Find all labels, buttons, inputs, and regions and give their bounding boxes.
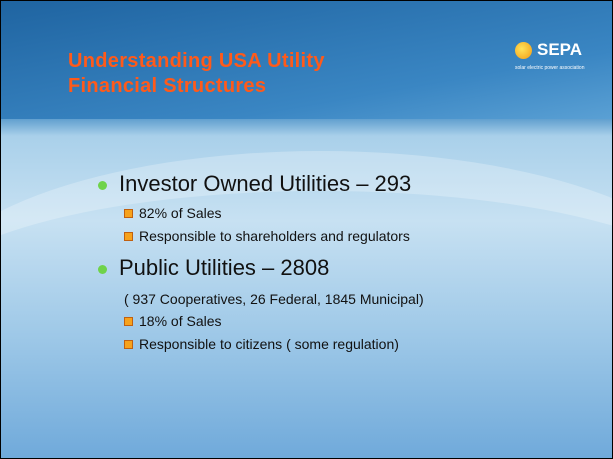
title-line: Financial Structures — [68, 75, 267, 97]
title-line: Understanding USA Utility — [68, 50, 325, 72]
bullet-dot — [98, 265, 107, 274]
sub-bullet-text: Responsible to shareholders and regulato… — [139, 228, 410, 244]
logo-globe — [515, 42, 532, 59]
bullet-text: Investor Owned Utilities – 293 — [119, 171, 412, 196]
sub-bullet-icon — [124, 209, 133, 218]
header-band — [1, 1, 612, 119]
sub-bullet-icon — [124, 340, 133, 349]
sub-bullet-text: 18% of Sales — [139, 313, 222, 329]
bullet-text: Public Utilities – 2808 — [119, 255, 330, 280]
logo-name: SEPA — [537, 40, 583, 59]
sub-bullet-icon — [124, 317, 133, 326]
bullet-note: ( 937 Cooperatives, 26 Federal, 1845 Mun… — [124, 291, 424, 307]
bullet-dot — [98, 181, 107, 190]
logo-tagline: solar electric power association — [515, 65, 585, 71]
logo: SEPA solar electric power association — [515, 39, 605, 79]
sub-bullet-icon — [124, 232, 133, 241]
sub-bullet-text: 82% of Sales — [139, 205, 222, 221]
sub-bullet-text: Responsible to citizens ( some regulatio… — [139, 336, 399, 352]
